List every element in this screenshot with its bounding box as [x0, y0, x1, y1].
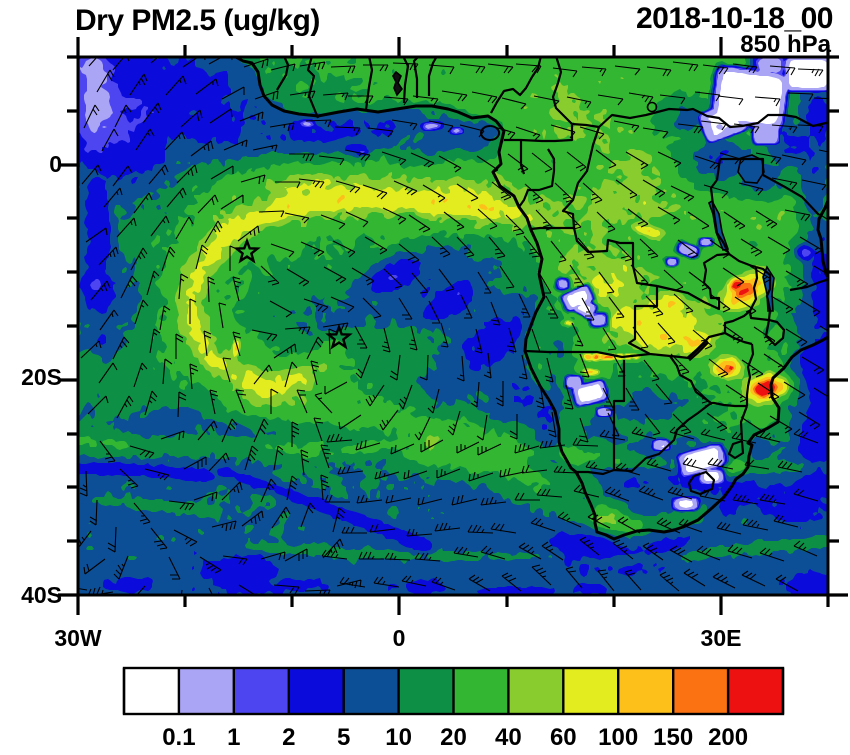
svg-text:10: 10	[385, 724, 412, 750]
svg-text:200: 200	[708, 724, 748, 750]
svg-text:40S: 40S	[21, 582, 62, 608]
svg-text:20: 20	[440, 724, 467, 750]
svg-text:30W: 30W	[54, 625, 102, 651]
svg-text:0.1: 0.1	[162, 724, 195, 750]
svg-text:850 hPa: 850 hPa	[740, 31, 831, 58]
svg-text:1: 1	[227, 724, 240, 750]
svg-text:2018-10-18_00: 2018-10-18_00	[636, 2, 833, 35]
svg-text:0: 0	[49, 151, 62, 177]
svg-text:30E: 30E	[701, 625, 742, 651]
svg-text:2: 2	[282, 724, 295, 750]
svg-text:40: 40	[495, 724, 522, 750]
svg-text:5: 5	[337, 724, 350, 750]
svg-text:150: 150	[653, 724, 693, 750]
svg-text:20S: 20S	[21, 364, 62, 390]
svg-text:100: 100	[598, 724, 638, 750]
svg-text:Dry PM2.5 (ug/kg): Dry PM2.5 (ug/kg)	[75, 4, 320, 37]
svg-text:0: 0	[393, 625, 406, 651]
svg-text:60: 60	[550, 724, 577, 750]
